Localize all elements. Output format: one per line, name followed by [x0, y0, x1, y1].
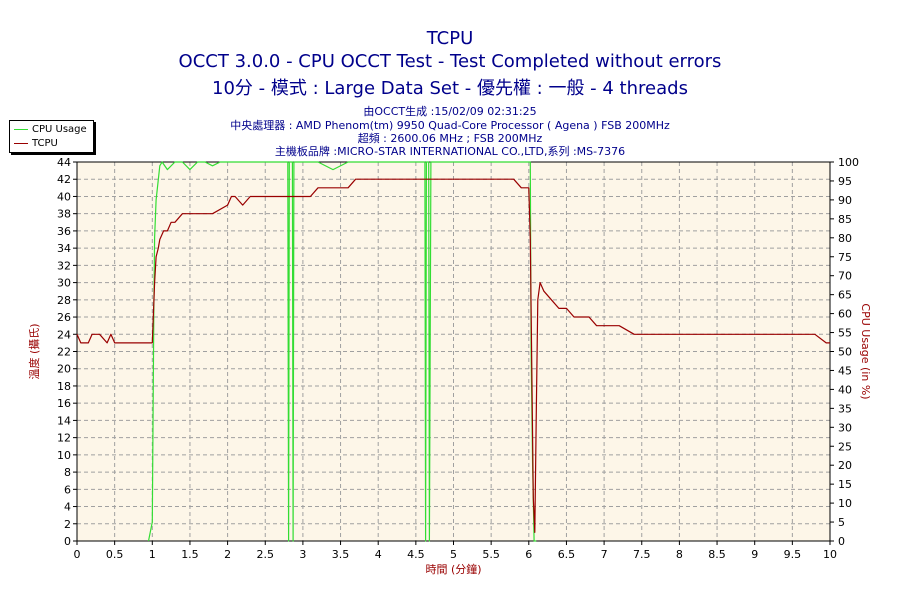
legend-swatch-tcpu — [14, 142, 28, 144]
y-tick-label: 36 — [57, 225, 71, 238]
y2-tick-label: 15 — [838, 478, 852, 491]
x-tick-label: 1.5 — [181, 548, 199, 561]
y-tick-label: 24 — [57, 328, 71, 341]
x-tick-label: 0 — [74, 548, 81, 561]
y2-tick-label: 85 — [838, 213, 852, 226]
y-tick-label: 10 — [57, 449, 71, 462]
x-tick-label: 7 — [601, 548, 608, 561]
y2-tick-label: 20 — [838, 459, 852, 472]
y-tick-label: 6 — [64, 483, 71, 496]
x-tick-label: 7.5 — [633, 548, 651, 561]
cpu-info: 中央處理器 : AMD Phenom(tm) 9950 Quad-Core Pr… — [230, 119, 670, 132]
y-tick-label: 42 — [57, 173, 71, 186]
y-tick-label: 20 — [57, 363, 71, 376]
y2-tick-label: 40 — [838, 383, 852, 396]
y-tick-label: 16 — [57, 397, 71, 410]
x-tick-label: 3 — [299, 548, 306, 561]
generated-info: 由OCCT生成 :15/02/09 02:31:25 — [363, 105, 537, 118]
board-info: 主機板品牌 :MICRO-STAR INTERNATIONAL CO.,LTD,… — [274, 145, 626, 158]
y-tick-label: 32 — [57, 259, 71, 272]
chart-subtitle-test: OCCT 3.0.0 - CPU OCCT Test - Test Comple… — [178, 51, 722, 72]
x-tick-label: 4 — [375, 548, 382, 561]
x-tick-label: 1 — [149, 548, 156, 561]
x-tick-label: 6.5 — [558, 548, 576, 561]
x-tick-label: 8.5 — [708, 548, 726, 561]
y2-tick-label: 90 — [838, 194, 852, 207]
chart-subtitle-mode: 10分 - 模式 : Large Data Set - 優先權 : 一般 - 4… — [212, 78, 688, 99]
y2-tick-label: 60 — [838, 308, 852, 321]
y2-tick-label: 30 — [838, 421, 852, 434]
x-tick-label: 5 — [450, 548, 457, 561]
y2-tick-label: 100 — [838, 156, 859, 169]
y-tick-label: 18 — [57, 380, 71, 393]
legend-swatch-cpu-usage — [14, 128, 28, 130]
x-tick-label: 3.5 — [332, 548, 350, 561]
y-tick-label: 28 — [57, 294, 71, 307]
y-tick-label: 40 — [57, 190, 71, 203]
y2-tick-label: 45 — [838, 364, 852, 377]
y-axis-label: 溫度 (攝氏) — [27, 323, 41, 379]
y2-tick-label: 50 — [838, 346, 852, 359]
x-tick-label: 2.5 — [257, 548, 275, 561]
series-line-tcpu — [76, 178, 830, 534]
series-line-cpu-usage — [147, 161, 537, 542]
x-tick-label: 6 — [525, 548, 532, 561]
clock-info: 超頻 : 2600.06 MHz ; FSB 200MHz — [357, 132, 543, 145]
y2-tick-label: 25 — [838, 440, 852, 453]
legend-label-cpu-usage: CPU Usage — [32, 123, 87, 135]
y-tick-label: 4 — [64, 501, 71, 514]
y-tick-label: 14 — [57, 414, 71, 427]
x-tick-label: 2 — [224, 548, 231, 561]
y2-tick-label: 10 — [838, 497, 852, 510]
legend-item-cpu-usage: CPU Usage — [14, 123, 87, 135]
y2-axis-label: CPU Usage (in %) — [859, 303, 872, 399]
y-tick-label: 2 — [64, 518, 71, 531]
y2-tick-label: 55 — [838, 327, 852, 340]
y-tick-label: 12 — [57, 432, 71, 445]
x-tick-label: 8 — [676, 548, 683, 561]
y2-tick-label: 35 — [838, 402, 852, 415]
x-tick-label: 0.5 — [106, 548, 124, 561]
chart-title: TCPU — [426, 28, 474, 49]
legend: CPU Usage TCPU — [9, 120, 94, 153]
y-tick-label: 34 — [57, 242, 71, 255]
y2-tick-label: 70 — [838, 270, 852, 283]
x-tick-label: 10 — [823, 548, 837, 561]
y-tick-label: 44 — [57, 156, 71, 169]
legend-label-tcpu: TCPU — [32, 137, 58, 149]
y2-tick-label: 80 — [838, 232, 852, 245]
y2-tick-label: 95 — [838, 175, 852, 188]
y2-tick-label: 75 — [838, 251, 852, 264]
x-tick-label: 5.5 — [482, 548, 500, 561]
y-tick-label: 8 — [64, 466, 71, 479]
x-tick-label: 9.5 — [784, 548, 802, 561]
legend-item-tcpu: TCPU — [14, 137, 58, 149]
y-tick-label: 26 — [57, 311, 71, 324]
y-tick-label: 22 — [57, 346, 71, 359]
y2-tick-label: 65 — [838, 289, 852, 302]
x-tick-label: 9 — [751, 548, 758, 561]
y2-tick-label: 0 — [838, 535, 845, 548]
y2-tick-label: 5 — [838, 516, 845, 529]
y-tick-label: 30 — [57, 277, 71, 290]
y-tick-label: 0 — [64, 535, 71, 548]
y-tick-label: 38 — [57, 208, 71, 221]
x-axis-label: 時間 (分鐘) — [425, 562, 481, 576]
x-tick-label: 4.5 — [407, 548, 425, 561]
